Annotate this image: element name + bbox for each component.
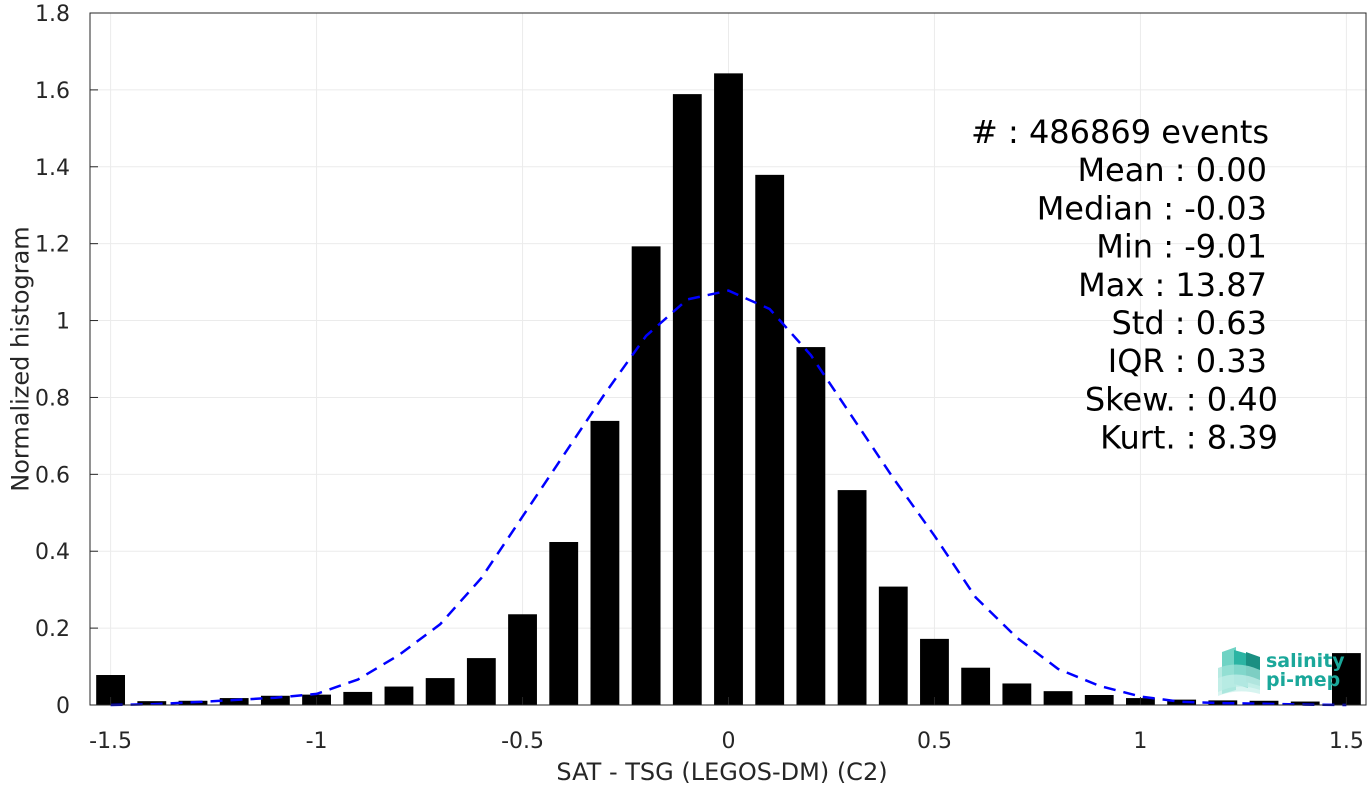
y-tick-label: 0.4: [35, 540, 70, 565]
histogram-bar: [920, 638, 949, 705]
x-tick-label: 1.5: [1329, 729, 1364, 754]
histogram-bar: [1084, 695, 1114, 705]
stat-line: Max : 13.87: [1078, 266, 1267, 304]
y-tick-label: 1: [56, 310, 70, 335]
stat-line: Skew. : 0.40: [1085, 380, 1278, 418]
y-axis-label: Normalized histogram: [6, 226, 34, 491]
y-tick-label: 1.4: [35, 156, 70, 181]
histogram-bar: [425, 678, 455, 705]
histogram-bar: [961, 667, 991, 705]
histogram-bar: [1043, 691, 1073, 705]
histogram-bar: [1002, 683, 1032, 705]
histogram-bar: [549, 541, 579, 705]
x-axis-label: SAT - TSG (LEGOS-DM) (C2): [556, 758, 887, 785]
histogram-bar: [219, 698, 249, 705]
y-tick-label: 1.6: [35, 79, 70, 104]
x-tick-label: 1: [1133, 729, 1147, 754]
histogram-bar: [466, 658, 496, 705]
y-tick-label: 1.2: [35, 233, 70, 258]
stat-line: Kurt. : 8.39: [1100, 419, 1278, 457]
x-tick-label: -1: [306, 729, 328, 754]
logo-text-line1: salinity: [1266, 650, 1345, 672]
histogram-bar: [1331, 653, 1361, 705]
x-tick-label: 0.5: [917, 729, 952, 754]
histogram-bar: [590, 420, 620, 705]
stat-line: Min : -9.01: [1096, 228, 1267, 266]
histogram-bar: [1290, 701, 1320, 705]
histogram-bar: [672, 94, 702, 705]
x-axis-ticks: -1.5 -1 -0.5 0 0.5 1 1.5: [89, 697, 1364, 754]
y-tick-label: 1.8: [35, 2, 70, 27]
stat-line: Std : 0.63: [1111, 304, 1267, 342]
histogram-bar: [837, 490, 867, 705]
histogram-bar: [1167, 699, 1197, 705]
y-axis-ticks: 0 0.2 0.4 0.6 0.8 1 1.2 1.4 1.6 1.8: [35, 2, 98, 719]
histogram-bar: [631, 246, 661, 705]
stat-line: # : 486869 events: [971, 113, 1269, 151]
histogram-bar: [508, 614, 537, 705]
x-tick-label: 0: [722, 729, 736, 754]
histogram-bar: [260, 695, 290, 705]
logo-mark-icon: [1218, 647, 1260, 696]
x-tick-label: -0.5: [501, 729, 544, 754]
salinity-pi-mep-logo: salinity pi-mep: [1218, 647, 1345, 696]
histogram-bars: [96, 73, 1361, 706]
histogram-bar: [755, 174, 785, 706]
histogram-bar: [714, 73, 743, 705]
histogram-bar: [343, 691, 373, 705]
stat-line: Mean : 0.00: [1077, 151, 1267, 189]
normal-fit-curve: [110, 289, 1347, 707]
logo-text-line2: pi-mep: [1266, 669, 1340, 691]
y-tick-label: 0: [56, 694, 70, 719]
y-tick-label: 0.8: [35, 386, 70, 411]
y-tick-label: 0.6: [35, 463, 70, 488]
stat-line: Median : -0.03: [1037, 189, 1267, 227]
histogram-bar: [878, 586, 908, 705]
stat-line: IQR : 0.33: [1108, 342, 1267, 380]
x-tick-label: -1.5: [89, 729, 132, 754]
histogram-bar: [384, 686, 414, 705]
y-tick-label: 0.2: [35, 617, 70, 642]
histogram-bar: [796, 347, 826, 705]
